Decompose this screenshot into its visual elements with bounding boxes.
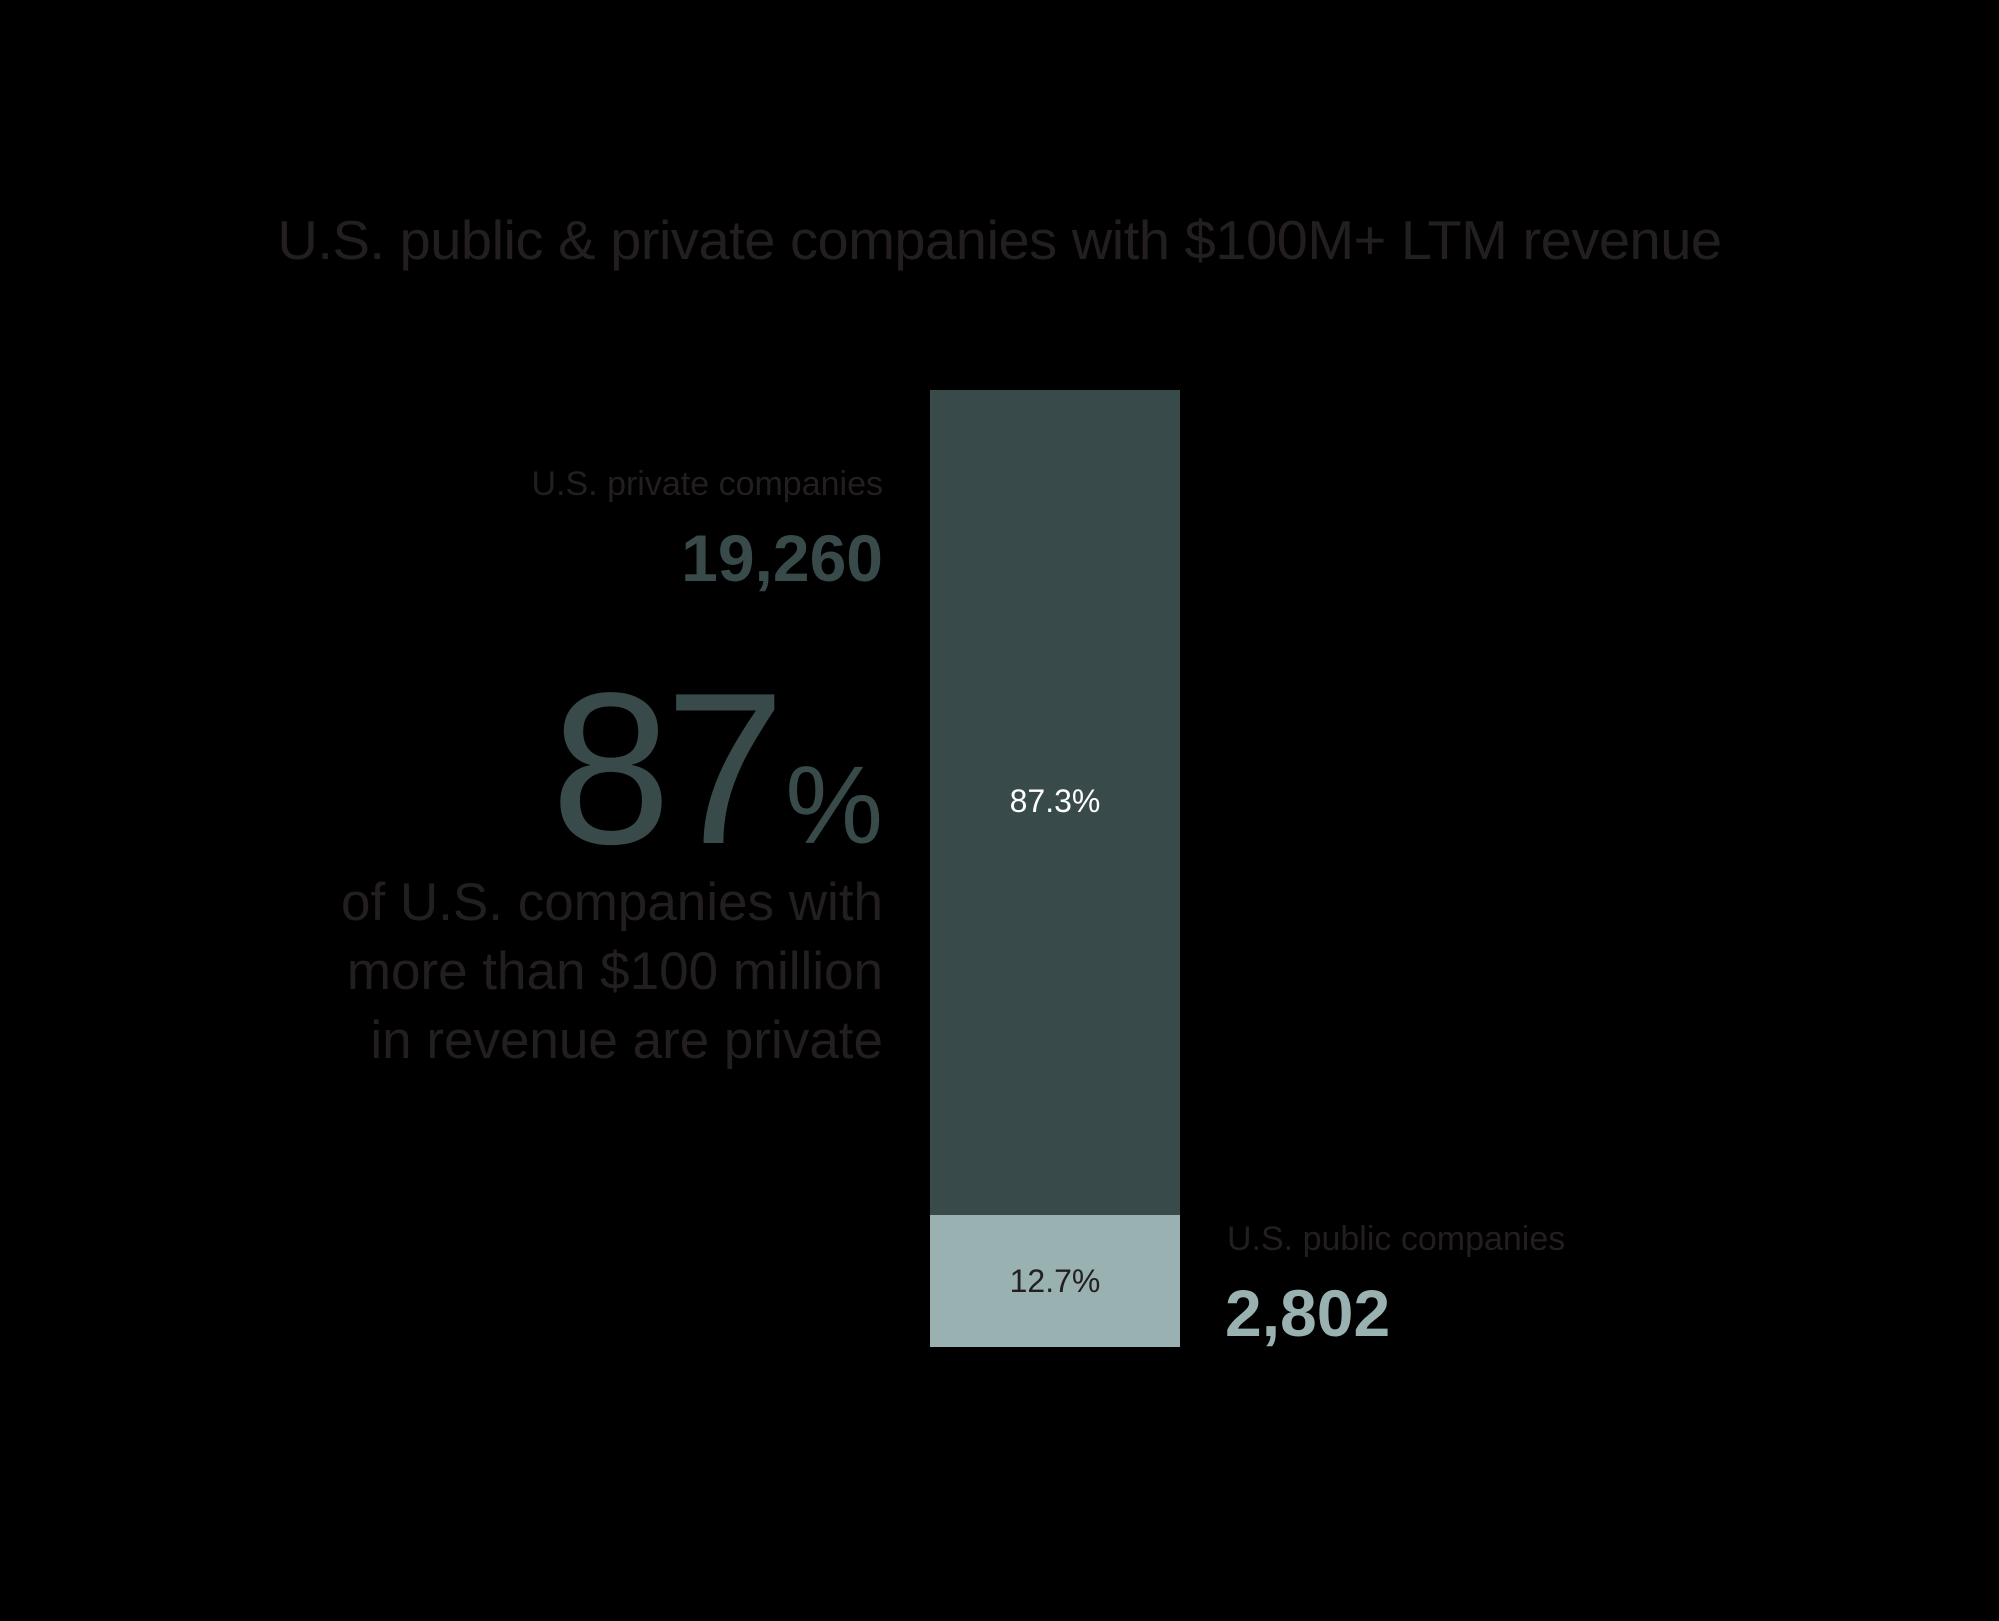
segment-label-private: 87.3% — [1009, 783, 1101, 819]
public-companies-label: U.S. public companies — [1227, 1220, 1566, 1258]
statement-line: in revenue are private — [370, 1011, 883, 1070]
private-companies-count: 19,260 — [681, 521, 883, 595]
headline-percentage-sign: % — [785, 744, 883, 867]
public-companies-count: 2,802 — [1225, 1276, 1391, 1350]
statement-line: more than $100 million — [346, 942, 883, 1001]
bar-segment-private: 87.3% — [930, 390, 1180, 1215]
chart-title: U.S. public & private companies with $10… — [277, 209, 1722, 271]
bar-segment-public: 12.7% — [930, 1215, 1180, 1347]
segment-label-public: 12.7% — [1009, 1262, 1101, 1299]
statement-line: of U.S. companies with — [340, 873, 883, 932]
headline-statement: of U.S. companies with more than $100 mi… — [341, 868, 883, 1075]
headline-percentage: 87% — [551, 660, 883, 876]
headline-percentage-number: 87 — [550, 647, 785, 889]
private-companies-label: U.S. private companies — [531, 465, 884, 503]
